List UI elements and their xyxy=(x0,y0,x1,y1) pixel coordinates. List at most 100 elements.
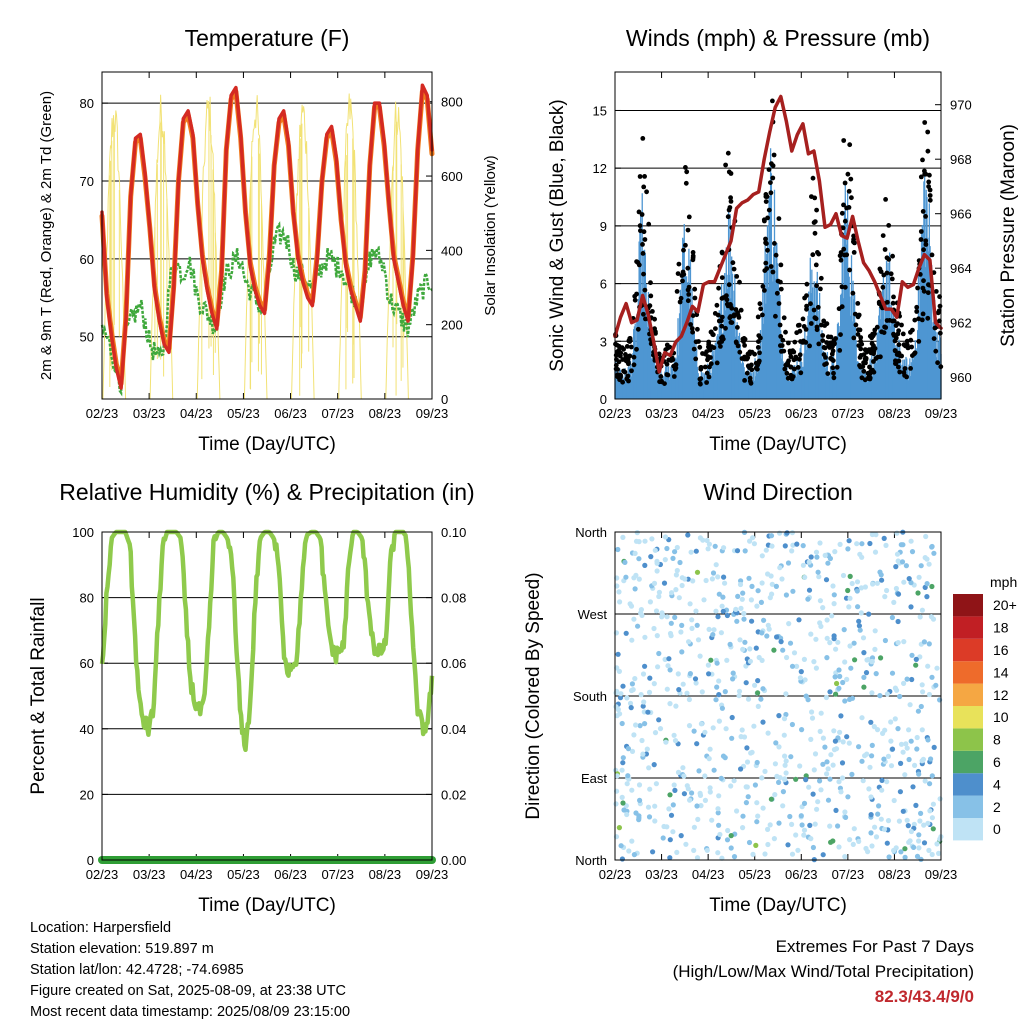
direction-point xyxy=(729,735,735,741)
gust-point xyxy=(838,250,844,255)
gust-point xyxy=(795,365,801,370)
direction-point xyxy=(868,794,874,800)
y2-tick-label: 800 xyxy=(441,95,463,110)
direction-point xyxy=(891,599,897,606)
direction-point xyxy=(616,668,623,675)
direction-point xyxy=(845,546,851,552)
direction-point xyxy=(913,662,919,668)
direction-point xyxy=(923,533,929,540)
gust-point xyxy=(770,98,775,104)
direction-point xyxy=(772,761,779,767)
direction-point xyxy=(900,749,906,755)
x-tick-label: 09/23 xyxy=(925,406,958,421)
x-tick-label: 05/23 xyxy=(738,867,771,882)
direction-point xyxy=(836,779,842,785)
direction-point xyxy=(662,534,669,540)
plot-frame xyxy=(101,71,433,400)
direction-point xyxy=(667,701,673,707)
colorbar-swatch xyxy=(953,616,983,639)
panel-title: Winds (mph) & Pressure (mb) xyxy=(626,25,930,51)
gust-point xyxy=(852,311,858,317)
gust-point xyxy=(657,379,662,385)
gust-point xyxy=(712,311,718,316)
direction-point xyxy=(716,692,722,698)
gust-point xyxy=(821,345,827,350)
direction-point xyxy=(660,835,666,841)
direction-point xyxy=(738,605,744,611)
direction-point xyxy=(769,543,775,549)
gust-point xyxy=(887,318,893,323)
plot-frame xyxy=(101,531,433,861)
gust-point xyxy=(770,175,776,181)
gust-point xyxy=(735,313,741,318)
direction-point xyxy=(694,803,700,809)
direction-point xyxy=(639,737,645,744)
direction-point xyxy=(793,832,799,838)
colorbar-label: 0 xyxy=(993,821,1001,837)
gust-point xyxy=(675,271,681,276)
gust-point xyxy=(937,330,943,336)
gust-point xyxy=(831,338,837,343)
gust-point xyxy=(918,229,924,234)
direction-point xyxy=(916,832,922,838)
direction-point xyxy=(694,622,700,628)
colorbar-label: 6 xyxy=(993,754,1001,770)
direction-point xyxy=(834,680,840,687)
direction-point xyxy=(747,658,754,664)
direction-point xyxy=(697,792,704,799)
gust-point xyxy=(836,306,842,312)
y-tick-label: 9 xyxy=(600,219,607,234)
direction-point xyxy=(901,639,907,645)
y-tick-label: 60 xyxy=(80,252,94,267)
direction-point xyxy=(904,817,910,823)
direction-point xyxy=(846,740,852,746)
gust-point xyxy=(717,340,722,346)
direction-point xyxy=(617,695,624,701)
gust-point xyxy=(742,378,747,383)
x-tick-label: 06/23 xyxy=(274,406,307,421)
gust-point xyxy=(925,129,931,135)
gust-point xyxy=(731,266,737,272)
direction-point xyxy=(698,721,705,727)
gust-point xyxy=(840,225,846,231)
direction-point xyxy=(724,837,731,843)
gust-point xyxy=(904,338,910,344)
gust-point xyxy=(878,354,883,360)
colorbar-label: 10 xyxy=(993,709,1009,725)
direction-point xyxy=(882,637,889,644)
gust-point xyxy=(691,346,697,352)
gust-point xyxy=(778,334,784,339)
gust-point xyxy=(757,350,762,356)
gust-point xyxy=(838,332,843,337)
gust-point xyxy=(631,362,637,368)
gust-point xyxy=(730,260,736,266)
direction-point xyxy=(729,714,735,721)
direction-point xyxy=(869,843,875,849)
direction-point xyxy=(616,589,622,595)
direction-point xyxy=(780,789,787,795)
gust-point xyxy=(762,218,767,224)
direction-point xyxy=(851,640,857,646)
gust-point xyxy=(706,374,712,380)
direction-point xyxy=(654,633,660,639)
gust-point xyxy=(725,303,731,309)
direction-point xyxy=(724,657,730,663)
direction-point xyxy=(918,703,924,710)
gust-point xyxy=(677,299,683,305)
direction-point xyxy=(836,667,842,673)
direction-point xyxy=(624,781,630,787)
direction-point xyxy=(797,763,803,769)
gust-point xyxy=(650,309,655,314)
direction-point xyxy=(824,635,830,641)
direction-point xyxy=(783,770,789,776)
direction-point xyxy=(670,829,676,835)
gust-point xyxy=(818,286,823,292)
direction-point xyxy=(925,737,931,743)
elevation-text: Station elevation: 519.897 m xyxy=(30,941,214,957)
gust-point xyxy=(896,364,901,370)
gust-point xyxy=(919,317,925,323)
direction-point xyxy=(789,530,796,536)
direction-point xyxy=(739,596,745,602)
gust-point xyxy=(837,348,843,353)
direction-point xyxy=(827,823,833,829)
